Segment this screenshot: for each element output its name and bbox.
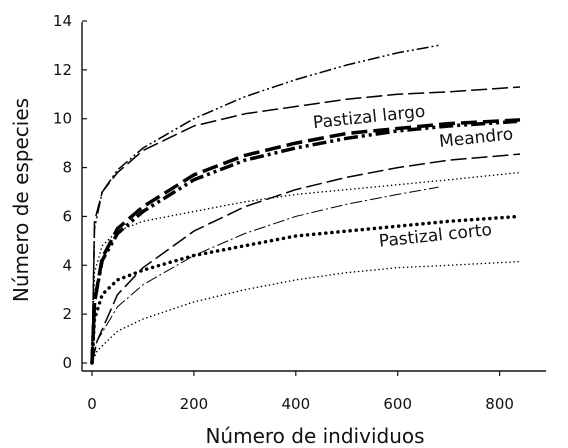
y-tick-label: 8	[62, 159, 72, 177]
y-axis-title: Número de especies	[9, 98, 33, 302]
series-line-1	[91, 44, 439, 364]
x-tick-label: 600	[383, 395, 412, 413]
series-line-5	[91, 153, 521, 364]
series-line-4	[90, 119, 521, 364]
annotation-label: Pastizal corto	[378, 220, 493, 252]
x-tick-label: 400	[281, 395, 310, 413]
x-tick-label: 800	[485, 395, 514, 413]
x-ticks: 0 200 400 600 800	[87, 371, 514, 413]
y-tick-label: 6	[62, 207, 72, 225]
y-ticks: 0 2 4 6 8 10 12 14	[53, 12, 87, 372]
series-line-7	[91, 186, 439, 364]
series-line-8	[90, 214, 522, 365]
series-line-6	[91, 171, 521, 364]
y-tick-label: 12	[53, 61, 72, 79]
y-tick-label: 10	[53, 110, 72, 128]
axes	[81, 22, 546, 372]
y-tick-label: 4	[62, 256, 72, 274]
x-axis-title: Número de individuos	[205, 424, 424, 448]
y-tick-label: 0	[62, 354, 72, 372]
x-tick-label: 0	[87, 395, 97, 413]
y-tick-label: 2	[62, 305, 72, 323]
annotation-label: Meandro	[438, 124, 514, 152]
series-layer	[90, 44, 522, 365]
y-tick-label: 14	[53, 12, 72, 30]
x-tick-label: 200	[180, 395, 209, 413]
series-line-9	[91, 260, 521, 364]
